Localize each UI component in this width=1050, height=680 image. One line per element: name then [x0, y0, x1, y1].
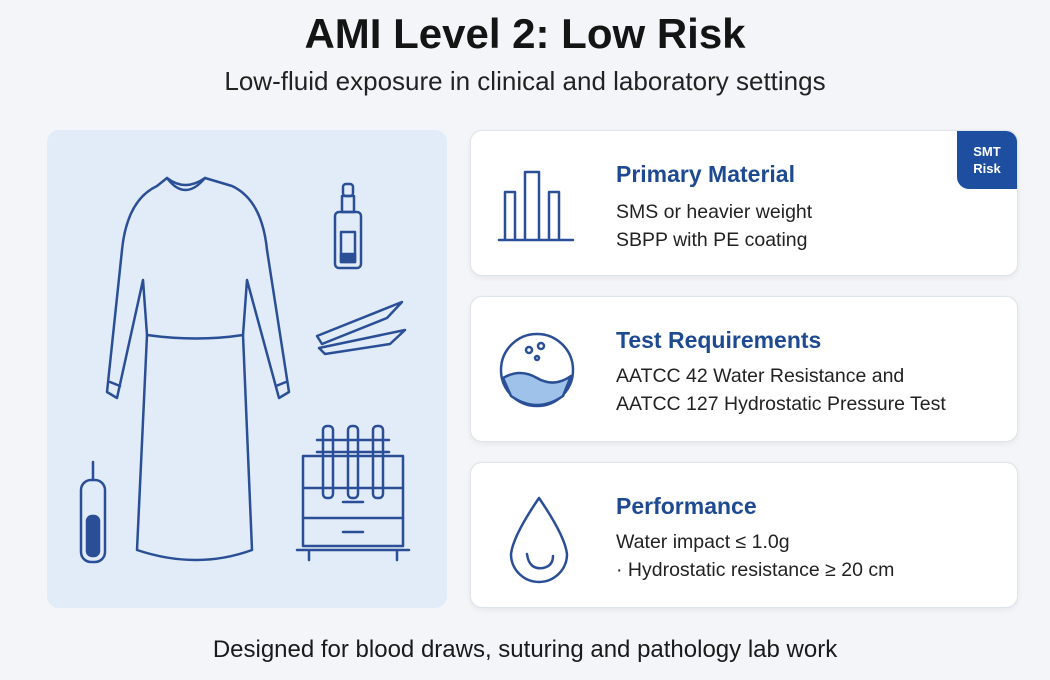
- card: Primary Material SMS or heavier weight S…: [470, 130, 1018, 276]
- blood: [85, 514, 101, 558]
- drop-curve: [525, 552, 555, 570]
- rack-shelves: [295, 486, 411, 562]
- footer: Designed for blood draws, suturing and p…: [212, 636, 838, 663]
- material-icon: [497, 170, 575, 242]
- card-line: AATCC 127 Hydrostatic Pressure Test: [616, 393, 946, 415]
- rack-top: [315, 438, 391, 454]
- gown: [105, 176, 291, 562]
- card: Performance Water impact ≤ 1.0g · Hydros…: [470, 462, 1018, 608]
- gown-waist: [145, 333, 245, 340]
- bottle-liquid: [339, 252, 357, 264]
- gown-cuffs: [108, 380, 288, 388]
- icon-test: [499, 332, 575, 408]
- illustration-panel: [47, 130, 447, 608]
- card-line: SMS or heavier weight: [616, 201, 813, 223]
- test-water: [501, 371, 573, 407]
- bottle-cap: [341, 182, 355, 198]
- icon-material: [497, 170, 575, 242]
- subtitle: Low-fluid exposure in clinical and labor…: [224, 66, 826, 96]
- badge-text: Risk: [973, 161, 1001, 176]
- icon-performance: [509, 496, 569, 584]
- card-title: Performance: [616, 493, 757, 519]
- card-title: Primary Material: [616, 161, 795, 187]
- test-tube: [371, 424, 385, 500]
- card: Test Requirements AATCC 42 Water Resista…: [470, 296, 1018, 442]
- gown-collar: [165, 176, 207, 192]
- bubble: [533, 354, 541, 362]
- card-line: · Hydrostatic resistance ≥ 20 cm: [616, 559, 895, 581]
- card-line: AATCC 42 Water Resistance and: [616, 365, 905, 387]
- card-line: Water impact ≤ 1.0g: [616, 531, 790, 553]
- test-tube: [321, 424, 335, 500]
- card-title: Test Requirements: [616, 327, 822, 353]
- illustration: [79, 176, 411, 564]
- bottle-neck: [340, 194, 356, 214]
- rack: [301, 454, 405, 548]
- bubble: [524, 345, 534, 355]
- card-line: SBPP with PE coating: [616, 229, 808, 251]
- test-tube: [346, 424, 360, 500]
- title: AMI Level 2: Low Risk: [304, 10, 746, 57]
- bubble: [536, 341, 546, 351]
- drop: [509, 496, 569, 584]
- badge: SMT Risk: [957, 131, 1017, 189]
- tweezers: [315, 300, 407, 356]
- badge-text: SMT: [973, 144, 1001, 159]
